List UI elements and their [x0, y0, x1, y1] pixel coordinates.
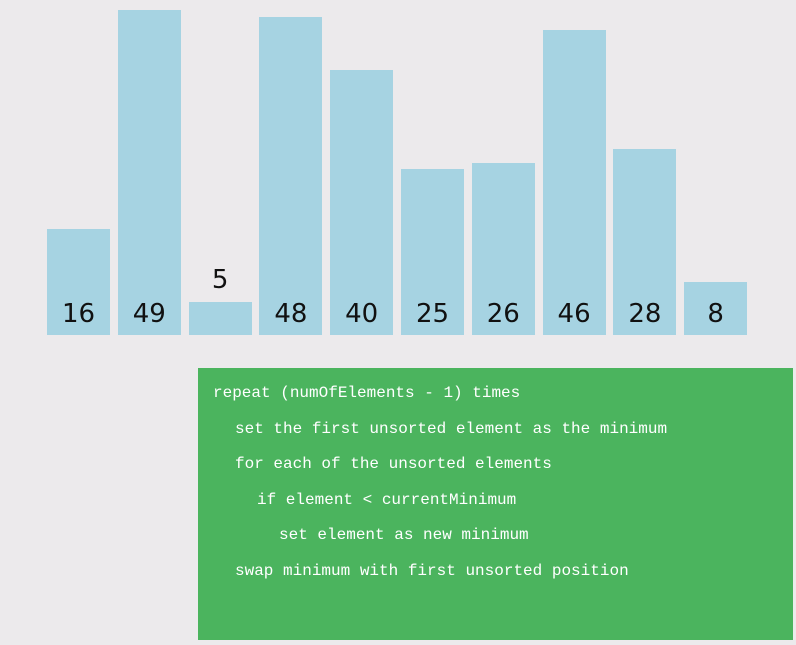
bar-value-label: 48 — [274, 299, 308, 329]
bar-value-label: 49 — [132, 299, 166, 329]
bar — [471, 162, 535, 335]
pseudocode-line: repeat (numOfElements - 1) times — [213, 384, 521, 402]
bar — [330, 69, 394, 335]
pseudocode-line: set element as new minimum — [279, 526, 529, 544]
pseudocode-line: swap minimum with first unsorted positio… — [235, 561, 629, 580]
bar-value-label: 26 — [486, 299, 520, 329]
pseudocode-line: set the first unsorted element as the mi… — [235, 419, 668, 438]
pseudocode-line: if element < currentMinimum — [257, 490, 517, 509]
bar-value-label: 28 — [628, 299, 662, 329]
pseudocode-line: for each of the unsorted elements — [235, 455, 552, 473]
bar — [684, 281, 748, 335]
bar — [542, 29, 606, 335]
bar-value-label: 46 — [557, 299, 591, 329]
bar-value-label: 8 — [707, 299, 724, 329]
bar — [259, 16, 323, 335]
bar — [613, 149, 677, 335]
bar — [188, 301, 252, 335]
bar — [117, 10, 181, 335]
pseudocode-panel: repeat (numOfElements - 1) times set the … — [198, 368, 793, 640]
bar-value-label: 5 — [211, 264, 229, 295]
bar — [47, 228, 110, 335]
bar — [401, 169, 464, 335]
bar-value-label: 40 — [345, 299, 379, 329]
bar-value-label: 16 — [61, 299, 96, 329]
bar-chart: 16 49 5 48 40 25 26 46 28 8 — [47, 10, 748, 335]
bar-value-label: 25 — [415, 299, 450, 329]
